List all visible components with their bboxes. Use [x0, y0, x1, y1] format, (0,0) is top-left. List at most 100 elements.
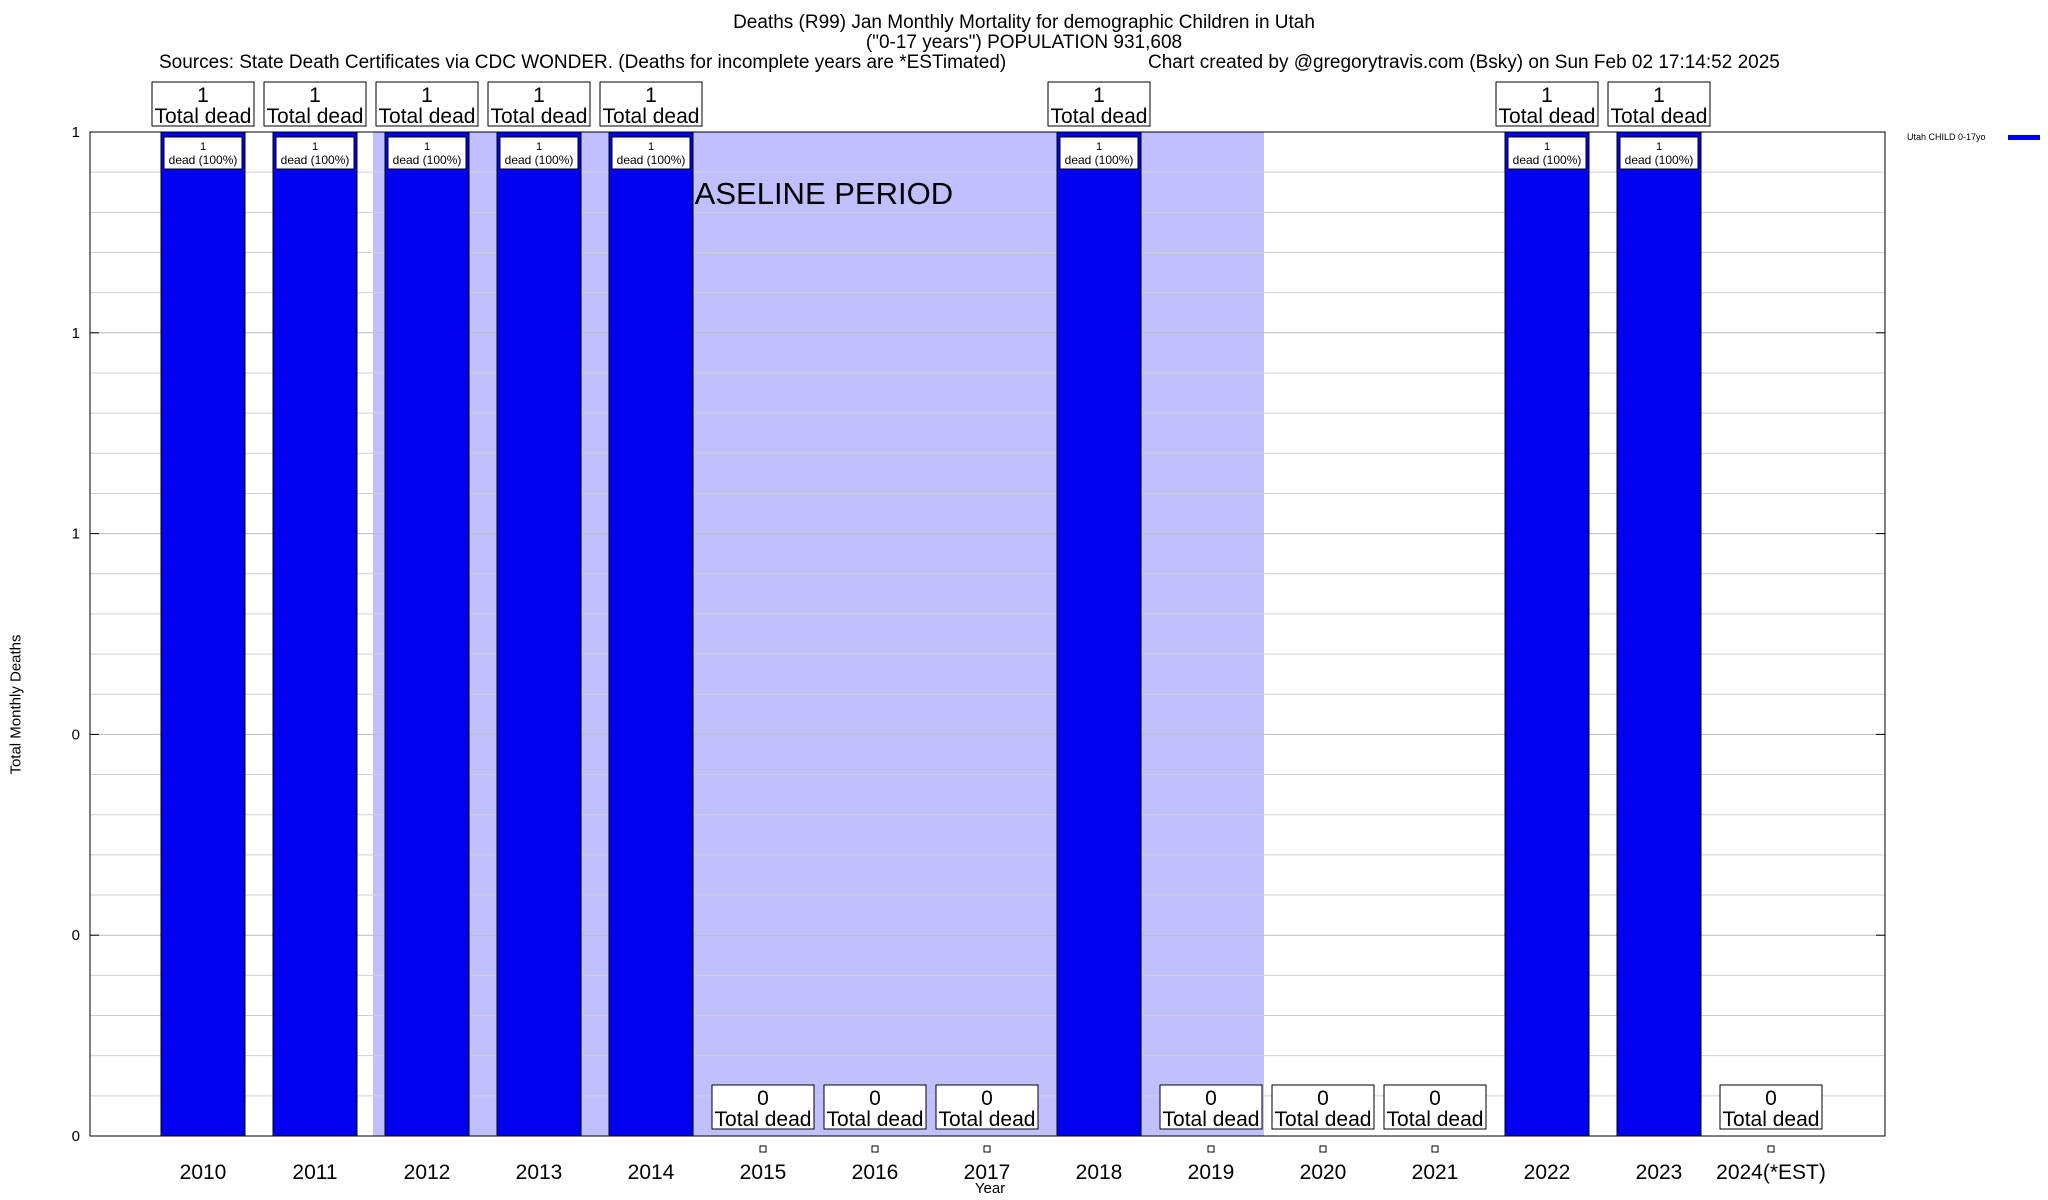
x-tick-label: 2010 — [180, 1161, 227, 1184]
total-label-box — [823, 1084, 927, 1130]
x-tick-label: 2021 — [1412, 1161, 1459, 1184]
total-dead-label: Total dead — [155, 105, 252, 128]
bar — [160, 131, 246, 1137]
total-label-box — [263, 81, 367, 127]
total-label-box — [935, 1084, 1039, 1130]
total-count-label: 1 — [197, 84, 209, 107]
x-tick-label: 2019 — [1188, 1161, 1235, 1184]
total-label-box — [711, 1084, 815, 1130]
zero-marker — [1431, 1145, 1439, 1153]
total-count-label: 1 — [645, 84, 657, 107]
bar-inner-percent: dead (100%) — [1513, 153, 1582, 167]
y-tick-label: 1 — [72, 325, 80, 342]
plot-frame — [89, 131, 1886, 1137]
bar — [272, 131, 358, 1137]
x-tick-label: 2016 — [852, 1161, 899, 1184]
bar — [496, 131, 582, 1137]
x-tick-label: 2014 — [628, 1161, 675, 1184]
total-dead-label: Total dead — [827, 1108, 924, 1131]
x-tick-label: 2011 — [292, 1161, 337, 1184]
bar-inner-label-box — [1507, 136, 1587, 170]
x-axis-label: Year — [974, 1180, 1006, 1197]
total-label-box — [1607, 81, 1711, 127]
total-dead-label: Total dead — [1275, 1108, 1372, 1131]
bar-inner-count: 1 — [312, 141, 318, 153]
total-dead-label: Total dead — [1163, 1108, 1260, 1131]
y-tick-label: 0 — [72, 1128, 80, 1145]
total-label-box — [1719, 1084, 1823, 1130]
total-label-box — [1047, 81, 1151, 127]
x-tick-label: 2017 — [964, 1161, 1011, 1184]
total-dead-label: Total dead — [1051, 105, 1148, 128]
zero-marker — [1207, 1145, 1215, 1153]
total-label-box — [1271, 1084, 1375, 1130]
bar-inner-percent: dead (100%) — [505, 153, 574, 167]
sources-note: Sources: State Death Certificates via CD… — [159, 52, 1007, 73]
bar-inner-count: 1 — [1544, 141, 1550, 153]
total-dead-label: Total dead — [715, 1108, 812, 1131]
legend-label: Utah CHILD 0-17yo — [1907, 132, 1986, 142]
bar — [608, 131, 694, 1137]
x-tick-label: 2018 — [1076, 1161, 1123, 1184]
zero-marker — [1767, 1145, 1775, 1153]
zero-marker — [983, 1145, 991, 1153]
total-label-box — [375, 81, 479, 127]
zero-marker — [871, 1145, 879, 1153]
bar — [1056, 131, 1142, 1137]
x-tick-label: 2020 — [1300, 1161, 1347, 1184]
bar — [1616, 131, 1702, 1137]
total-count-label: 0 — [1317, 1087, 1329, 1110]
bar — [384, 131, 470, 1137]
total-count-label: 1 — [421, 84, 433, 107]
total-label-box — [599, 81, 703, 127]
total-dead-label: Total dead — [1387, 1108, 1484, 1131]
total-count-label: 0 — [1205, 1087, 1217, 1110]
total-dead-label: Total dead — [1611, 105, 1708, 128]
total-count-label: 0 — [757, 1087, 769, 1110]
bar-inner-label-box — [1059, 136, 1139, 170]
total-dead-label: Total dead — [603, 105, 700, 128]
total-count-label: 0 — [981, 1087, 993, 1110]
bar-inner-label-box — [1619, 136, 1699, 170]
bar-inner-count: 1 — [424, 141, 430, 153]
bar-inner-count: 1 — [536, 141, 542, 153]
total-dead-label: Total dead — [491, 105, 588, 128]
total-label-box — [1383, 1084, 1487, 1130]
bar-inner-count: 1 — [1656, 141, 1662, 153]
total-dead-label: Total dead — [939, 1108, 1036, 1131]
chart-subtitle: ("0-17 years") POPULATION 931,608 — [865, 32, 1183, 53]
bar-inner-count: 1 — [1096, 141, 1102, 153]
legend-swatch — [2008, 135, 2040, 140]
total-dead-label: Total dead — [1723, 1108, 1820, 1131]
bar-inner-percent: dead (100%) — [281, 153, 350, 167]
x-tick-label: 2022 — [1524, 1161, 1571, 1184]
total-count-label: 1 — [1541, 84, 1553, 107]
total-count-label: 1 — [1653, 84, 1665, 107]
y-tick-label: 1 — [72, 124, 80, 141]
x-tick-label: 2015 — [740, 1161, 787, 1184]
y-tick-label: 0 — [72, 726, 80, 743]
baseline-period-label: BASELINE PERIOD — [674, 176, 953, 211]
total-label-box — [151, 81, 255, 127]
y-tick-label: 0 — [72, 927, 80, 944]
bar — [1504, 131, 1590, 1137]
bar-inner-label-box — [275, 136, 355, 170]
total-dead-label: Total dead — [267, 105, 364, 128]
bar-inner-label-box — [499, 136, 579, 170]
bar-inner-percent: dead (100%) — [169, 153, 238, 167]
total-count-label: 0 — [1765, 1087, 1777, 1110]
bar-inner-label-box — [611, 136, 691, 170]
x-tick-label: 2023 — [1636, 1161, 1683, 1184]
total-label-box — [1159, 1084, 1263, 1130]
total-count-label: 1 — [533, 84, 545, 107]
zero-marker — [759, 1145, 767, 1153]
x-tick-label: 2013 — [516, 1161, 563, 1184]
bar-inner-count: 1 — [200, 141, 206, 153]
bar-inner-percent: dead (100%) — [393, 153, 462, 167]
bar-inner-percent: dead (100%) — [1625, 153, 1694, 167]
bar-inner-label-box — [163, 136, 243, 170]
bar-inner-count: 1 — [648, 141, 654, 153]
total-count-label: 0 — [1429, 1087, 1441, 1110]
credit-note: Chart created by @gregorytravis.com (Bsk… — [1148, 52, 1780, 73]
